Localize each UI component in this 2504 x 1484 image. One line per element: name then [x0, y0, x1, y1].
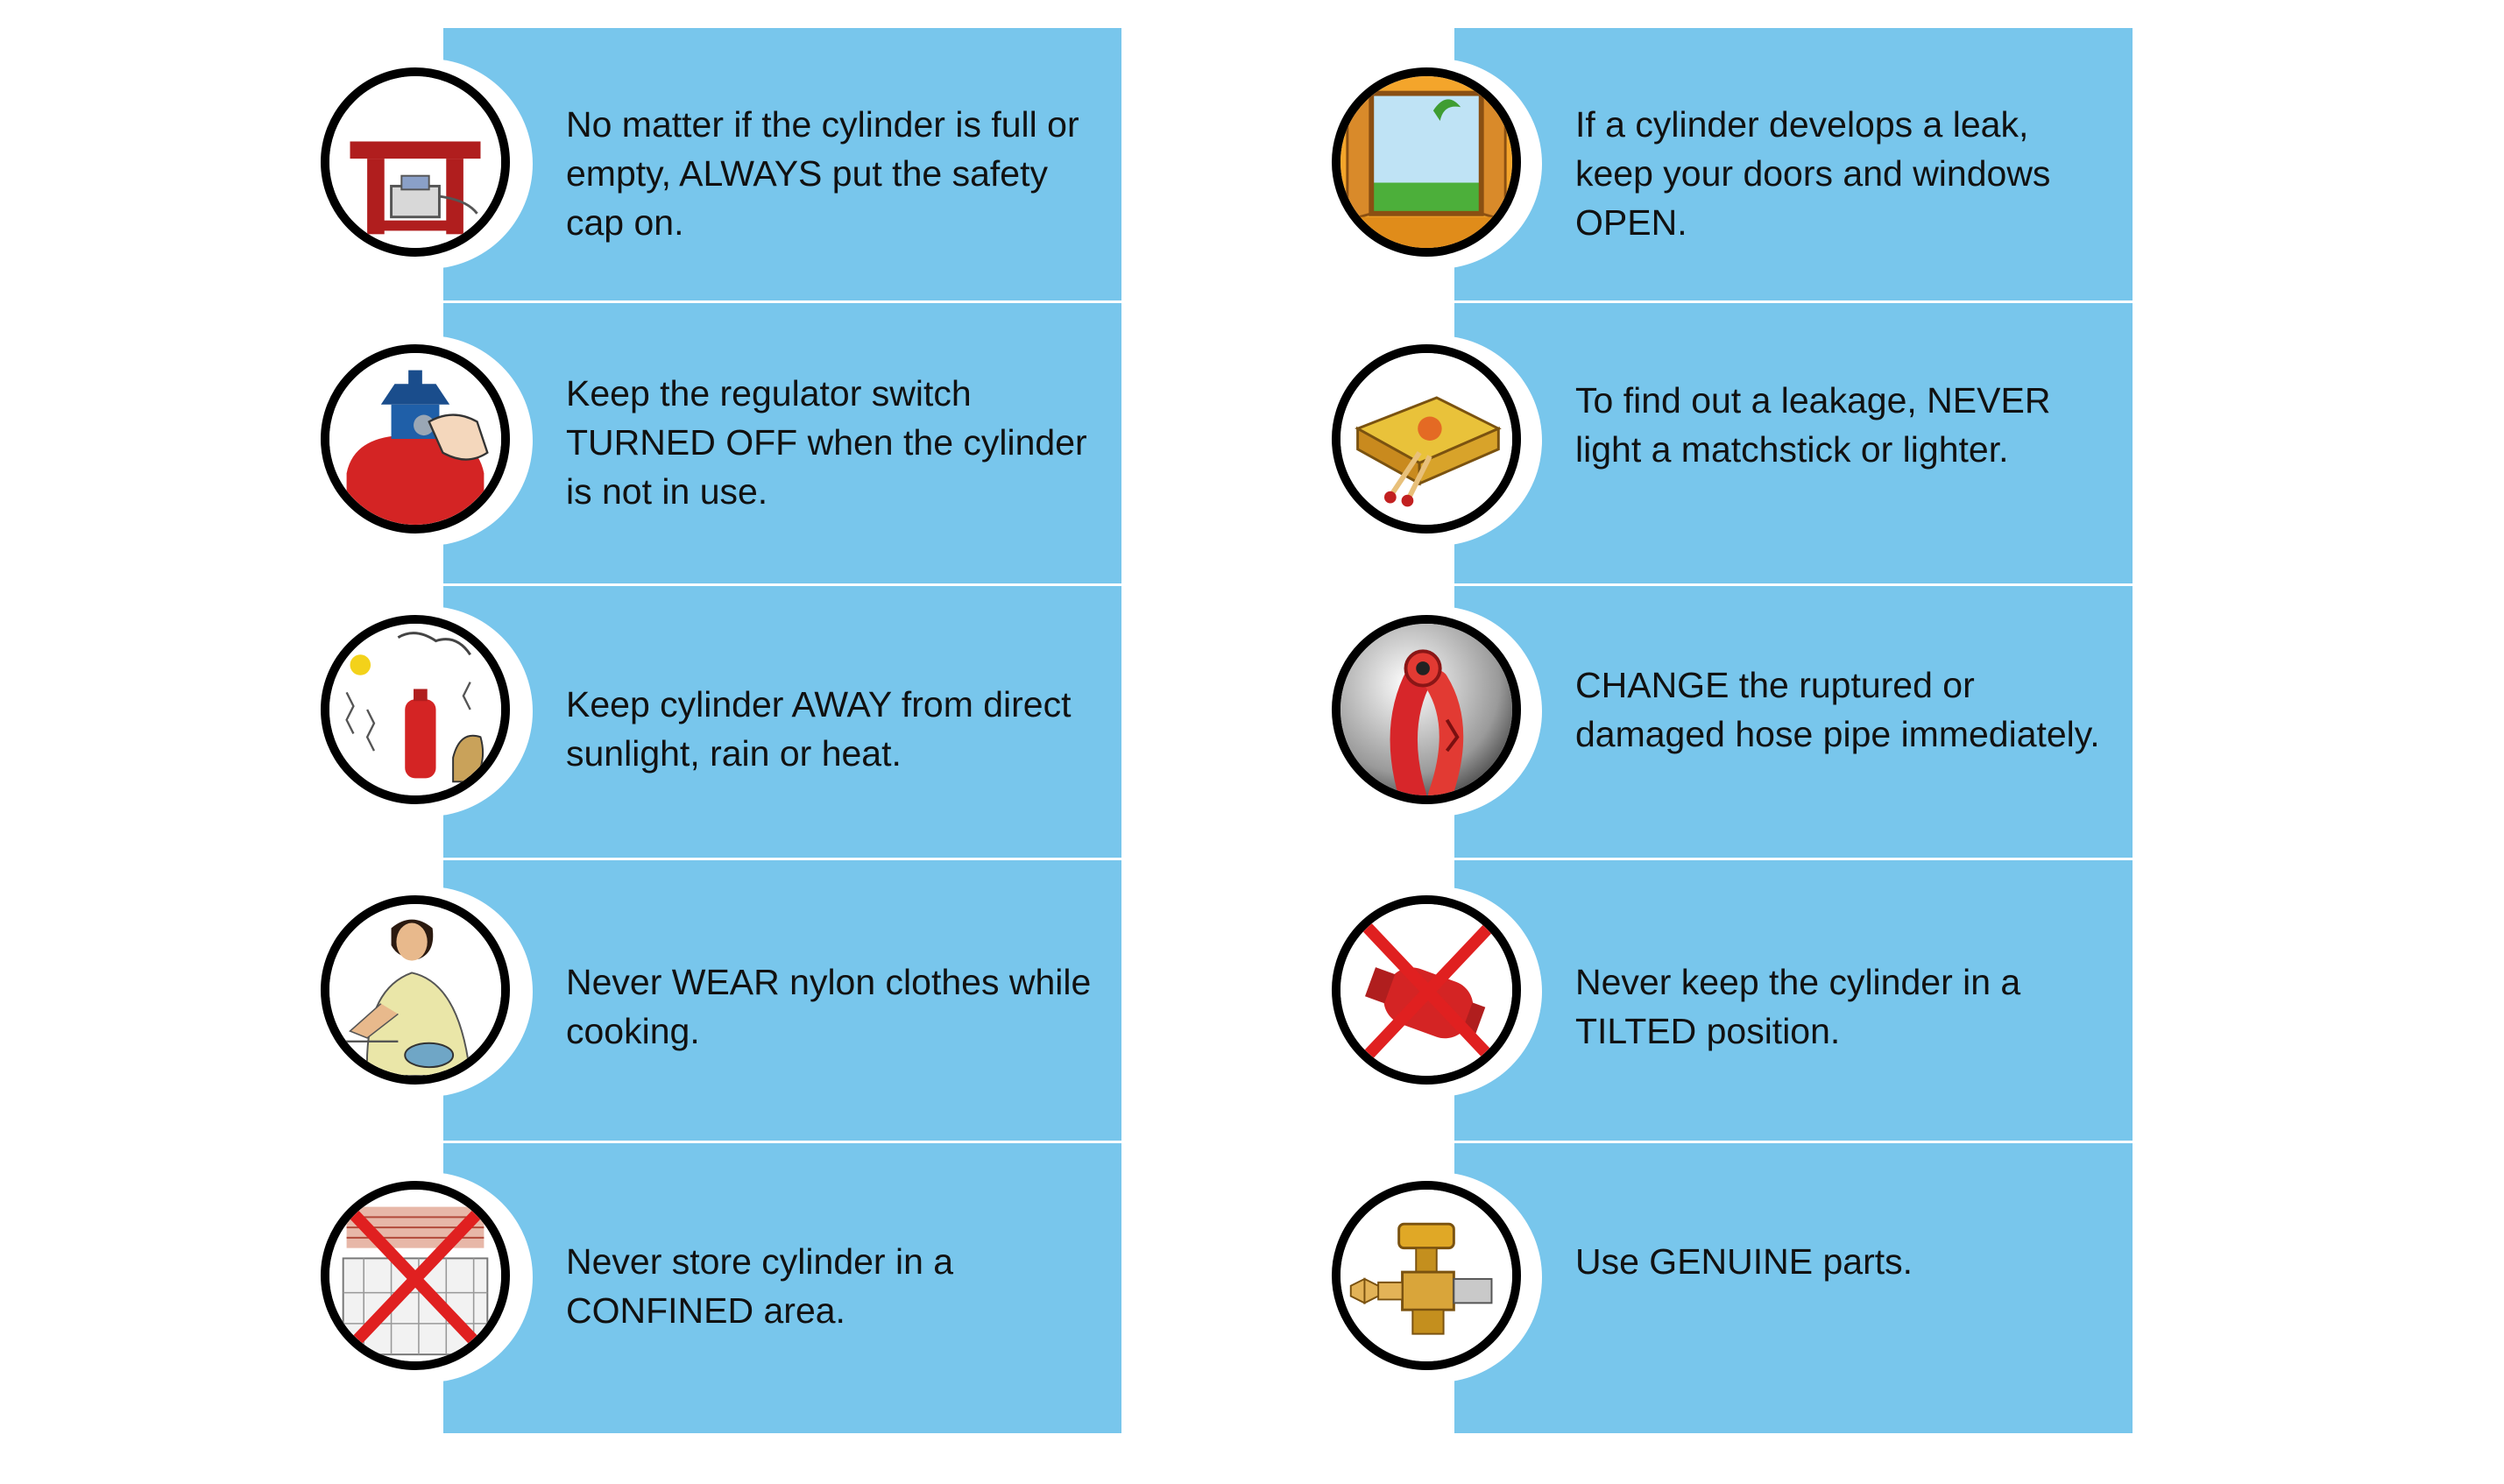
row-divider — [443, 583, 1121, 586]
tilted-cylinder-icon — [1332, 895, 1521, 1085]
row-divider — [1454, 583, 2133, 586]
tip-text: Keep the regulator switch TURNED OFF whe… — [566, 373, 1087, 512]
damaged-hose-icon — [1332, 615, 1521, 804]
confined-area-icon — [321, 1181, 510, 1370]
tip-text: To find out a leakage, NEVER light a mat… — [1575, 380, 2051, 470]
woman-cooking-icon — [321, 895, 510, 1085]
sun-rain-heat-icon — [321, 615, 510, 804]
regulator-switch-icon — [321, 344, 510, 534]
open-window-icon — [1332, 67, 1521, 257]
brass-valve-icon — [1332, 1181, 1521, 1370]
matchbox-icon — [1332, 344, 1521, 534]
tip-text: Never keep the cylinder in a TILTED posi… — [1575, 962, 2021, 1051]
right-panel-background — [1454, 28, 2133, 1433]
left-panel-background — [443, 28, 1121, 1433]
tip-text: CHANGE the ruptured or damaged hose pipe… — [1575, 665, 2100, 754]
tip-text: Keep cylinder AWAY from direct sunlight,… — [566, 684, 1072, 774]
tip-text: Use GENUINE parts. — [1575, 1241, 1913, 1282]
row-divider — [1454, 858, 2133, 860]
tip-text: No matter if the cylinder is full or emp… — [566, 104, 1079, 243]
row-divider — [443, 1141, 1121, 1143]
row-divider — [443, 300, 1121, 303]
tip-text: Never store cylinder in a CONFINED area. — [566, 1241, 954, 1331]
row-divider — [443, 858, 1121, 860]
row-divider — [1454, 300, 2133, 303]
safety-cap-icon — [321, 67, 510, 257]
row-divider — [1454, 1141, 2133, 1143]
tip-text: If a cylinder develops a leak, keep your… — [1575, 104, 2051, 243]
tip-text: Never WEAR nylon clothes while cooking. — [566, 962, 1092, 1051]
